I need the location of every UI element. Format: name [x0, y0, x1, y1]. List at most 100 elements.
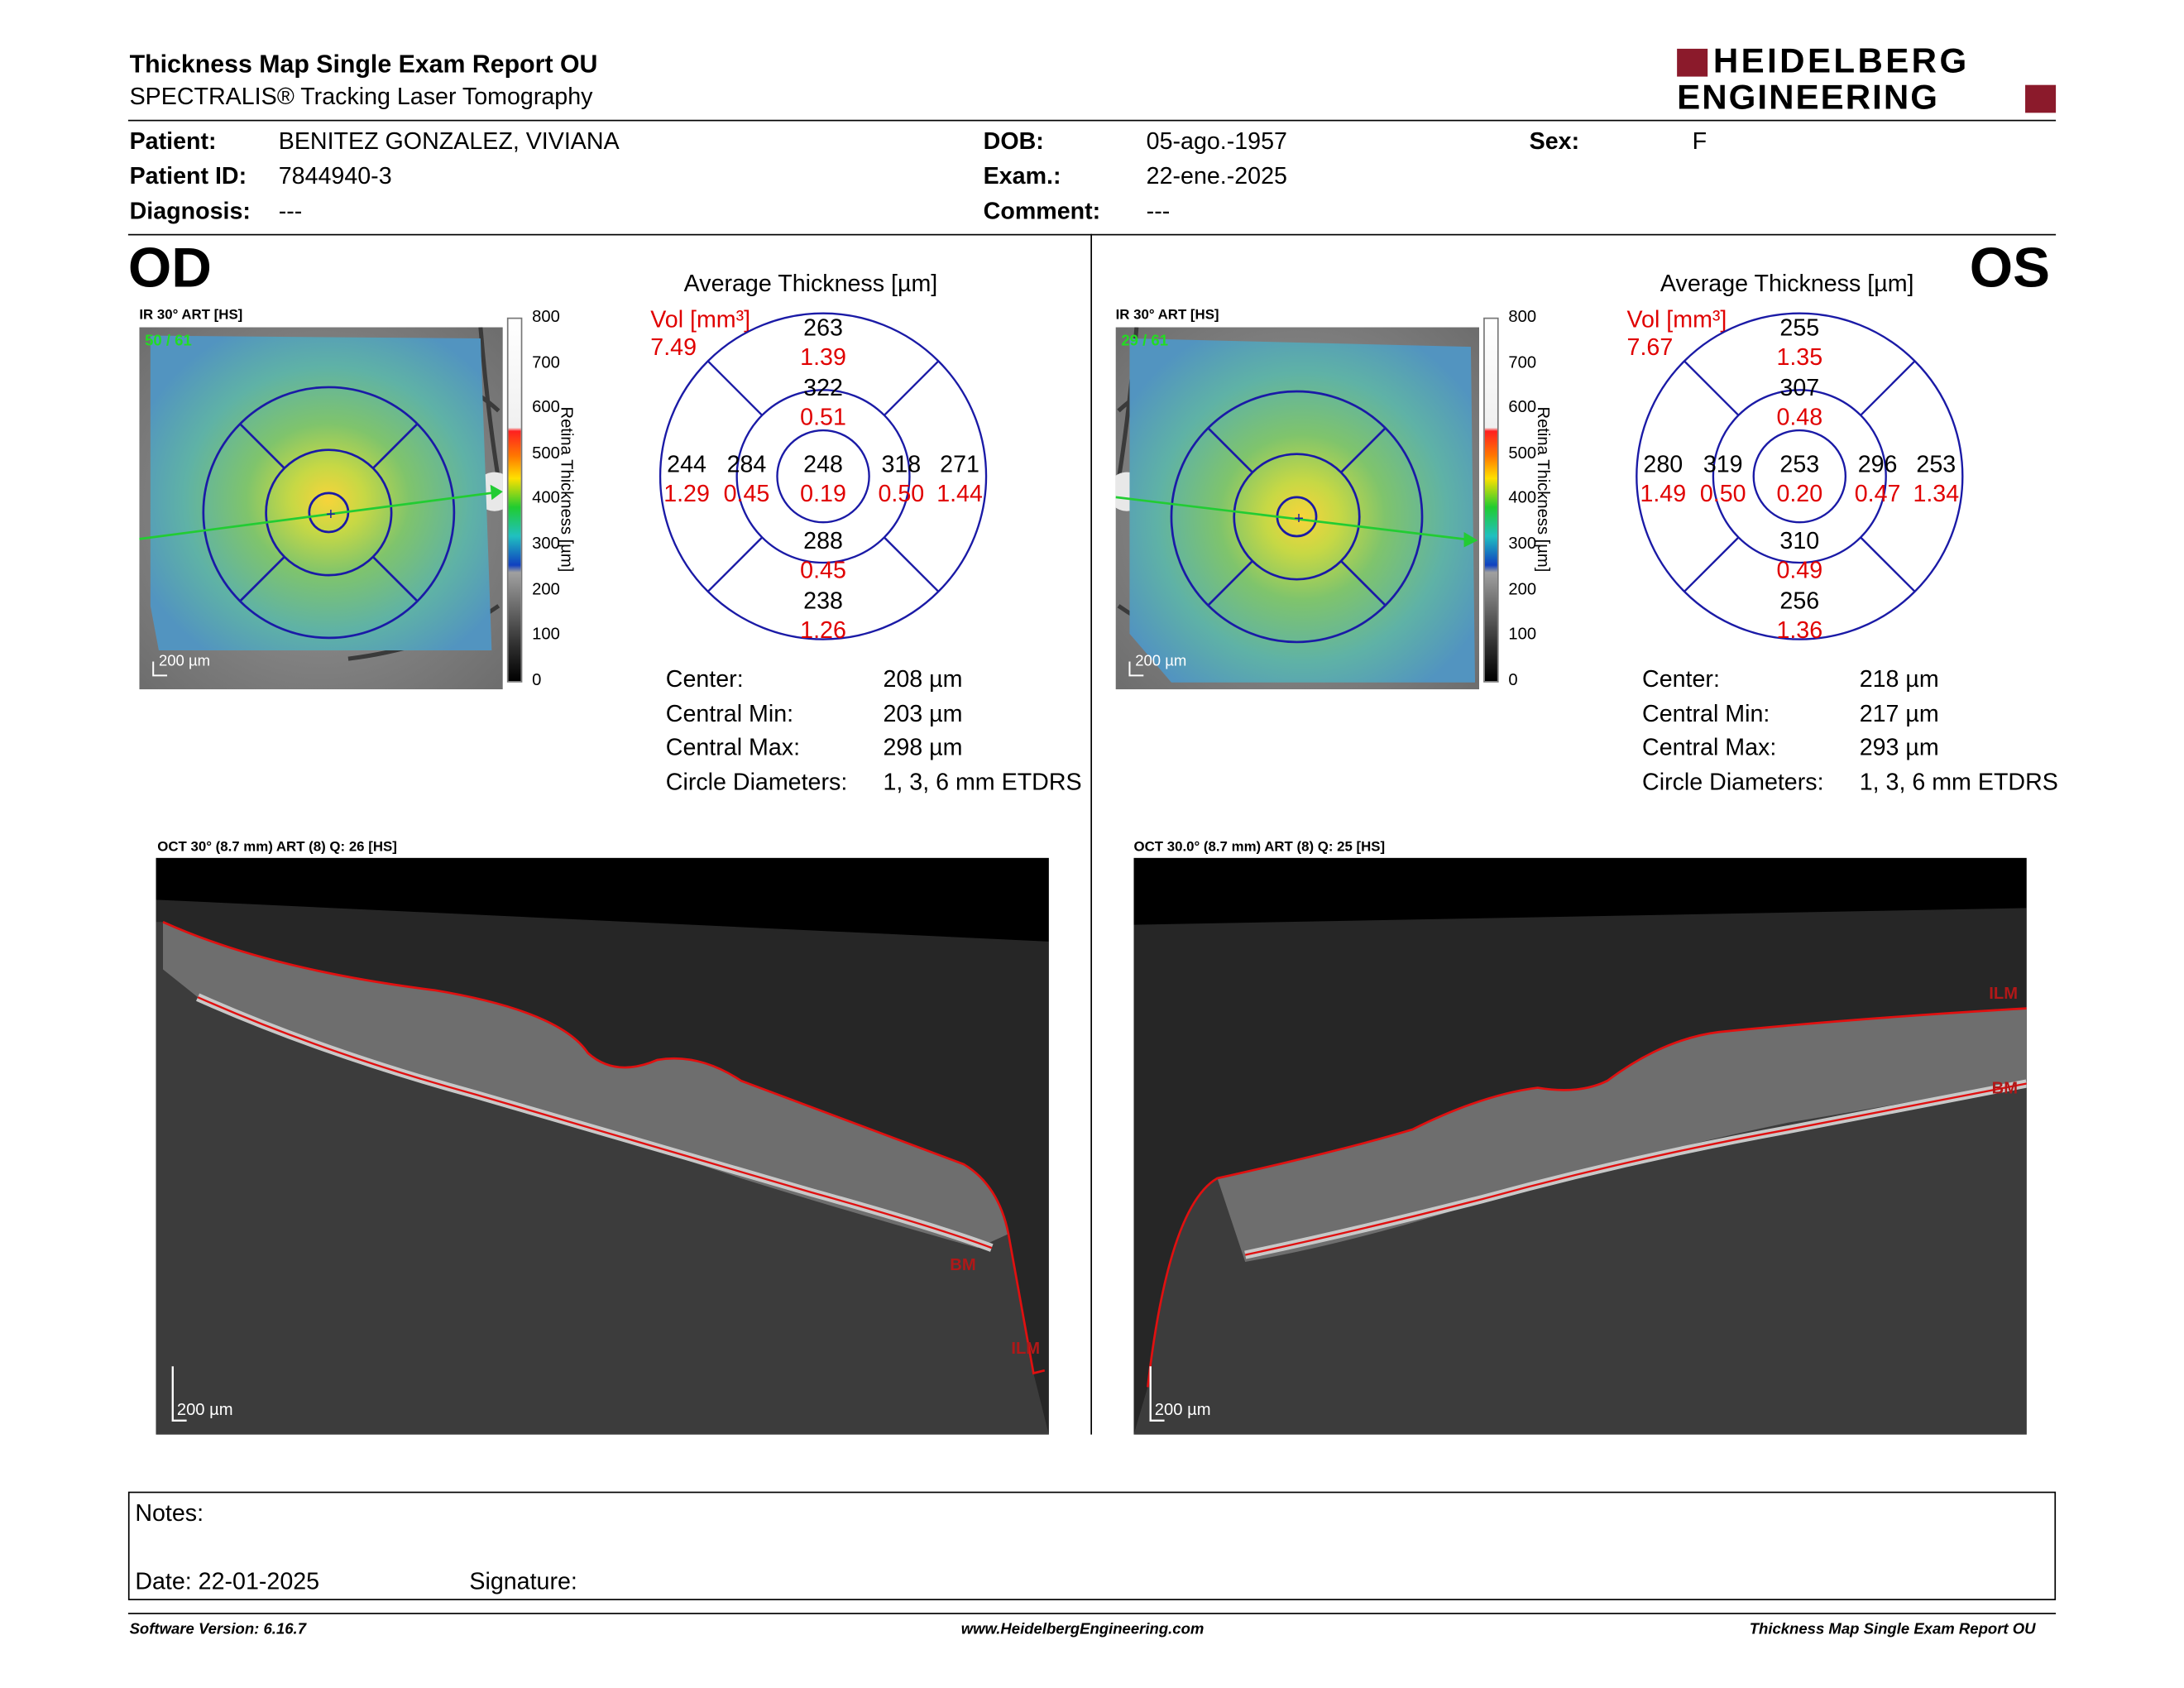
od-fundus-image: + 50 / 61 200 µm: [139, 327, 515, 690]
os-bm-label: BM: [1991, 1077, 2019, 1098]
od-inner-right-volume: 0.50: [878, 481, 924, 507]
os-ir-label: IR 30° ART [HS]: [1115, 307, 1219, 324]
os-min-label: Central Min:: [1642, 699, 1770, 727]
od-avg-title: Average Thickness [µm]: [683, 270, 938, 297]
od-tick-600: 600: [532, 397, 560, 417]
od-outer-sup-thickness: 263: [803, 315, 843, 342]
dob-label: DOB:: [983, 127, 1044, 155]
od-ir-scale: 200 µm: [158, 653, 211, 670]
od-outer-right-thickness: 271: [940, 452, 979, 478]
notes-date: Date: 22-01-2025: [135, 1568, 320, 1595]
od-tick-500: 500: [532, 442, 560, 463]
os-ir-frames: 29 / 61: [1121, 333, 1168, 350]
os-oct-label: OCT 30.0° (8.7 mm) ART (8) Q: 25 [HS]: [1133, 839, 1386, 856]
os-outer-sup-volume: 1.35: [1776, 344, 1822, 371]
od-outer-right-volume: 1.44: [936, 481, 983, 507]
od-inner-sup-volume: 0.51: [800, 404, 846, 430]
od-bm-label: BM: [950, 1254, 976, 1275]
heidelberg-logo: HEIDELBERG ENGINEERING: [1677, 41, 2057, 117]
report-subtitle: SPECTRALIS® Tracking Laser Tomography: [129, 83, 593, 110]
patient-id: 7844940-3: [278, 162, 392, 189]
od-tick-100: 100: [532, 624, 560, 644]
os-tick-100: 100: [1508, 624, 1537, 644]
od-ir-frames: 50 / 61: [145, 333, 192, 350]
os-outer-sup-thickness: 255: [1779, 315, 1819, 342]
os-oct-scan: 200 µm BM ILM: [1133, 857, 2027, 1435]
od-outer-left-thickness: 244: [667, 452, 706, 478]
od-outer-sup-volume: 1.39: [800, 344, 846, 371]
os-center-label: Center:: [1642, 665, 1720, 693]
patient-info: Patient: BENITEZ GONZALEZ, VIVIANA Patie…: [130, 128, 2057, 233]
diagnosis-label: Diagnosis:: [129, 198, 251, 224]
logo-line1: HEIDELBERG: [1712, 41, 1970, 81]
svg-text:+: +: [1294, 510, 1304, 528]
od-oct-image: [156, 857, 1049, 1435]
os-tick-400: 400: [1508, 487, 1537, 508]
logo-line2: ENGINEERING: [1677, 78, 1940, 117]
os-fundus-image: + 29 / 61 200 µm: [1107, 327, 1480, 690]
os-center-thickness: 253: [1779, 452, 1819, 478]
od-colorbar-gradient: [506, 317, 523, 683]
od-center-label: Center:: [665, 665, 744, 693]
os-oct-image: [1133, 908, 2027, 1435]
report-title: Thickness Map Single Exam Report OU: [129, 50, 598, 79]
logo-square-bottom: [2025, 84, 2057, 113]
os-tick-0: 0: [1508, 669, 1518, 689]
footer-website[interactable]: www.HeidelbergEngineering.com: [960, 1621, 1205, 1638]
od-thickness-map: +: [139, 327, 515, 690]
comment-label: Comment:: [983, 198, 1101, 224]
os-vol-total: 7.67: [1626, 333, 1674, 361]
patient-name: BENITEZ GONZALEZ, VIVIANA: [278, 127, 620, 155]
notes-box: Notes: Date: 22-01-2025 Signature:: [127, 1491, 2057, 1600]
os-eye-label: OS: [1969, 237, 2051, 300]
od-outer-left-volume: 1.29: [663, 481, 710, 507]
os-outer-left-volume: 1.49: [1640, 481, 1686, 507]
os-outer-inf-thickness: 256: [1779, 588, 1819, 615]
od-oct-scan: 200 µm BM ILM: [156, 857, 1049, 1435]
od-tick-0: 0: [532, 669, 542, 689]
os-tick-500: 500: [1508, 442, 1537, 463]
od-inner-left-volume: 0.45: [724, 481, 770, 507]
os-colorbar-gradient: [1483, 317, 1499, 683]
os-tick-300: 300: [1508, 533, 1537, 554]
signature-label: Signature:: [469, 1568, 577, 1595]
os-thickness-map: +: [1107, 327, 1480, 690]
od-center-value: 208 µm: [883, 665, 963, 693]
footer-rule: [127, 1613, 2057, 1614]
od-ilm-label: ILM: [1011, 1338, 1041, 1359]
os-ir-scale: 200 µm: [1135, 653, 1187, 670]
od-eye-label: OD: [127, 237, 212, 300]
os-diam-label: Circle Diameters:: [1642, 768, 1824, 795]
os-tick-600: 600: [1508, 397, 1537, 417]
od-tick-300: 300: [532, 533, 560, 554]
od-center-volume: 0.19: [800, 481, 846, 507]
eye-divider: [1090, 233, 1092, 1435]
os-inner-inf-volume: 0.49: [1776, 558, 1822, 584]
os-inner-left-volume: 0.50: [1700, 481, 1746, 507]
os-inner-left-thickness: 319: [1703, 452, 1743, 478]
patient-id-label: Patient ID:: [129, 162, 247, 189]
os-center-volume: 0.20: [1776, 481, 1822, 507]
os-vol-label: Vol [mm³]: [1626, 306, 1727, 333]
od-vol-total: 7.49: [650, 333, 697, 361]
os-stats: Center: 218 µm Central Min: 217 µm Central…: [1642, 666, 2102, 805]
footer-software: Software Version: 6.16.7: [129, 1621, 307, 1638]
od-max-label: Central Max:: [665, 734, 801, 761]
os-inner-inf-thickness: 310: [1779, 528, 1819, 554]
od-vol-label: Vol [mm³]: [650, 306, 751, 333]
od-inner-left-thickness: 284: [727, 452, 767, 478]
svg-text:+: +: [326, 506, 336, 524]
od-inner-sup-thickness: 322: [803, 375, 843, 401]
od-etdrs-grid: 263 1.39 322 0.51 248 0.19 244 1.29 284 …: [659, 312, 988, 640]
od-inner-inf-volume: 0.45: [800, 558, 846, 584]
os-min-value: 217 µm: [1859, 699, 1939, 727]
od-colorbar: 800 700 600 500 400 300 200 100 0 Retina…: [504, 306, 587, 690]
os-oct-scale: 200 µm: [1154, 1399, 1211, 1420]
os-inner-right-volume: 0.47: [1855, 481, 1901, 507]
header-rule: [127, 119, 2057, 122]
od-tick-400: 400: [532, 487, 560, 508]
od-max-value: 298 µm: [883, 734, 963, 761]
od-inner-inf-thickness: 288: [803, 528, 843, 554]
od-colorbar-title: Retina Thickness [µm]: [557, 406, 577, 573]
exam-label: Exam.:: [983, 162, 1061, 189]
